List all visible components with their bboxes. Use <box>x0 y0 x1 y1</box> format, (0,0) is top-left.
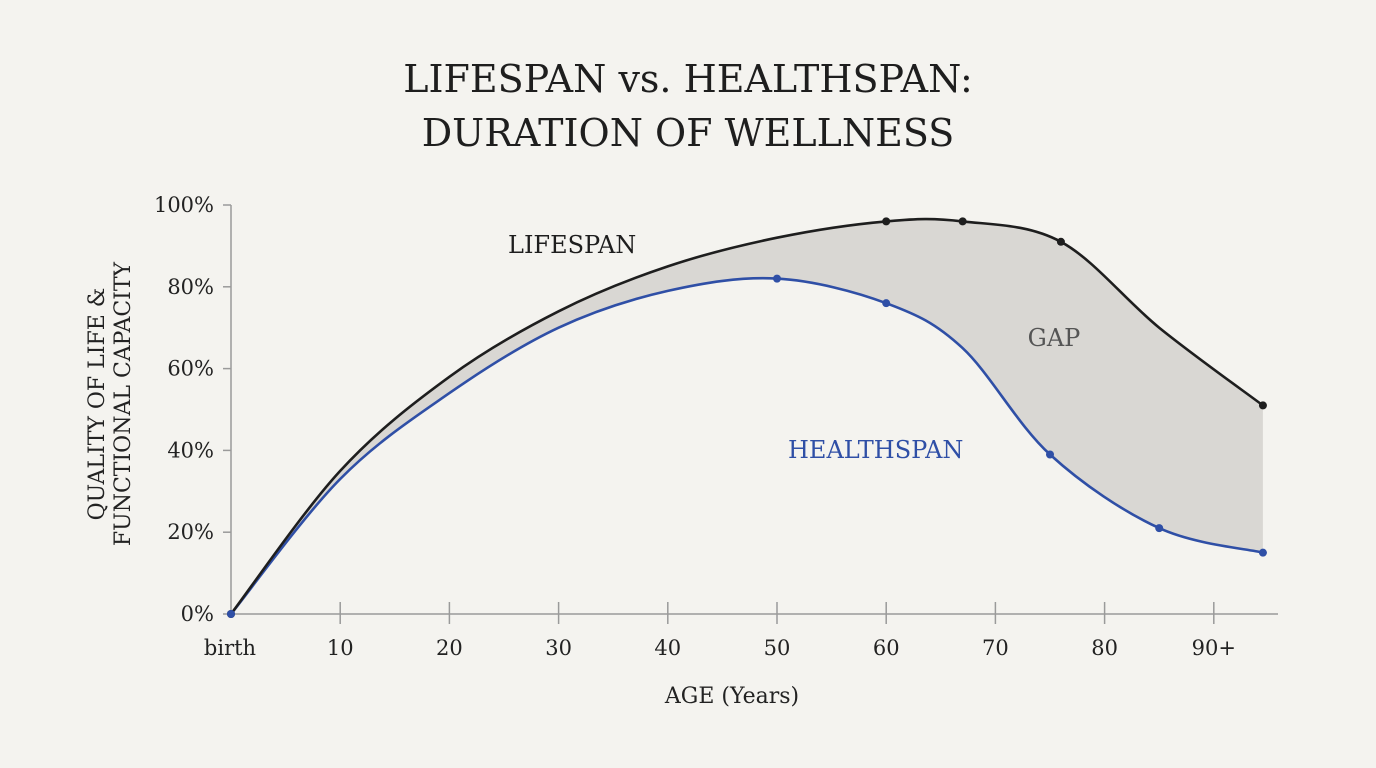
healthspan-point-4 <box>1155 524 1164 533</box>
x-tick-label-60: 60 <box>873 636 900 660</box>
y-axis-title-line-1: QUALITY OF LIFE & <box>85 288 110 521</box>
plot-area: 0% 20% 40% 60% 80% 100% birth 10 20 30 40 50 60 70 80 9… <box>154 193 1278 660</box>
chart-title-line-1: LIFESPAN vs. HEALTHSPAN: <box>403 57 973 101</box>
gap-area <box>231 219 1263 614</box>
series-label-lifespan: LIFESPAN <box>508 231 636 259</box>
y-tick-label-80: 80% <box>167 275 214 299</box>
lifespan-point-4 <box>1258 401 1267 410</box>
healthspan-point-0 <box>227 610 235 618</box>
series-line-healthspan <box>229 276 1265 616</box>
x-tick-label-70: 70 <box>982 636 1009 660</box>
y-tick-label-20: 20% <box>167 520 214 544</box>
lifespan-point-3 <box>1056 237 1065 246</box>
series-label-healthspan: HEALTHSPAN <box>788 436 963 464</box>
y-axis-title-line-2: FUNCTIONAL CAPACITY <box>111 261 136 546</box>
y-tick-label-40: 40% <box>167 438 214 462</box>
lifespan-point-1 <box>882 217 891 226</box>
chart-title-line-2: DURATION OF WELLNESS <box>422 111 955 155</box>
gap-label: GAP <box>1028 324 1081 352</box>
series-line-lifespan <box>229 217 1265 616</box>
y-tick-label-60: 60% <box>167 357 214 381</box>
healthspan-point-5 <box>1258 548 1267 557</box>
x-tick-label-birth: birth <box>204 636 256 660</box>
healthspan-point-2 <box>882 299 891 308</box>
x-tick-label-50: 50 <box>764 636 791 660</box>
healthspan-point-1 <box>773 274 781 283</box>
x-axis-title: AGE (Years) <box>664 684 799 709</box>
x-tick-label-90+: 90+ <box>1192 636 1236 660</box>
x-tick-label-20: 20 <box>436 636 463 660</box>
y-tick-label-100: 100% <box>154 193 214 217</box>
x-tick-label-10: 10 <box>327 636 354 660</box>
y-axis-title: QUALITY OF LIFE & FUNCTIONAL CAPACITY <box>85 261 136 546</box>
x-tick-label-40: 40 <box>654 636 681 660</box>
x-tick-label-80: 80 <box>1091 636 1118 660</box>
healthspan-point-3 <box>1046 450 1054 459</box>
lifespan-point-2 <box>958 217 967 226</box>
y-tick-label-0: 0% <box>181 602 214 626</box>
x-tick-label-30: 30 <box>545 636 572 660</box>
